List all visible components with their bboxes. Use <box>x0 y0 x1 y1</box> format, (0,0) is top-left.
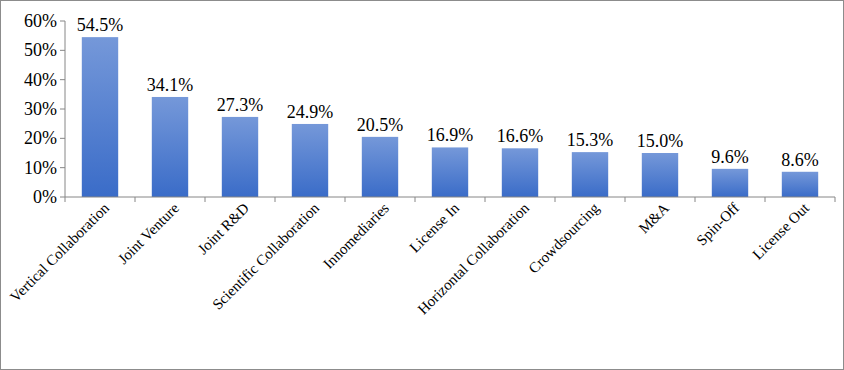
bar <box>222 117 258 197</box>
y-tick-label: 20% <box>24 128 57 148</box>
x-axis <box>65 197 835 198</box>
y-tick-label: 40% <box>24 70 57 90</box>
y-tick <box>60 197 65 198</box>
x-tick <box>835 197 836 202</box>
x-tick-label: Joint Venture <box>115 200 183 268</box>
data-label: 9.6% <box>711 147 749 167</box>
bar <box>432 147 468 197</box>
bar <box>642 153 678 197</box>
data-label: 15.3% <box>567 130 614 150</box>
x-tick-label: Innomediaries <box>320 200 392 272</box>
bar <box>572 152 608 197</box>
bar <box>152 97 188 197</box>
x-tick <box>485 197 486 202</box>
y-tick-label: 10% <box>24 158 57 178</box>
x-tick <box>345 197 346 202</box>
y-tick <box>60 50 65 51</box>
data-label: 20.5% <box>357 115 404 135</box>
bar <box>292 124 328 197</box>
chart-container: 0% 10% 20% 30% 40% 50% 60% 54.5% 34.1% 27.3% 24.9%… <box>0 0 844 370</box>
chart: 0% 10% 20% 30% 40% 50% 60% 54.5% 34.1% 27.3% 24.9%… <box>0 0 844 370</box>
data-label: 27.3% <box>217 95 264 115</box>
x-tick-label: Joint R&D <box>195 200 253 258</box>
y-tick-label: 0% <box>33 187 57 207</box>
x-tick <box>695 197 696 202</box>
y-tick <box>60 138 65 139</box>
data-label: 8.6% <box>781 150 819 170</box>
y-axis <box>65 21 66 197</box>
bar <box>782 172 818 197</box>
chart-frame <box>1 1 844 370</box>
y-tick-label: 60% <box>24 11 57 31</box>
x-tick <box>555 197 556 202</box>
bar <box>362 137 398 197</box>
bar <box>712 169 748 197</box>
x-tick-label: M&A <box>635 200 672 237</box>
data-label: 16.9% <box>427 125 474 145</box>
y-tick <box>60 167 65 168</box>
data-label: 34.1% <box>147 75 194 95</box>
data-label: 24.9% <box>287 102 334 122</box>
y-tick-label: 30% <box>24 99 57 119</box>
x-tick-label: Vertical Collaboration <box>7 199 113 305</box>
x-tick <box>765 197 766 202</box>
x-tick <box>415 197 416 202</box>
x-tick-label: Scientific Collaboration <box>209 199 322 312</box>
x-tick <box>275 197 276 202</box>
x-tick-label: Horizontal Collaboration <box>414 199 532 317</box>
x-tick-label: Crowdsourcing <box>525 199 602 276</box>
x-tick-label: Spin-Off <box>693 200 742 249</box>
y-tick <box>60 79 65 80</box>
bar <box>502 148 538 197</box>
data-label: 16.6% <box>497 126 544 146</box>
bars <box>82 37 818 197</box>
y-tick-label: 50% <box>24 40 57 60</box>
data-label: 54.5% <box>77 15 124 35</box>
y-tick <box>60 21 65 22</box>
x-tick-label: License Out <box>749 199 812 262</box>
x-tick <box>205 197 206 202</box>
y-tick <box>60 109 65 110</box>
bar <box>82 37 118 197</box>
x-tick <box>625 197 626 202</box>
data-label: 15.0% <box>637 131 684 151</box>
x-tick <box>135 197 136 202</box>
x-tick <box>65 197 66 202</box>
x-tick-label: License In <box>406 199 462 255</box>
